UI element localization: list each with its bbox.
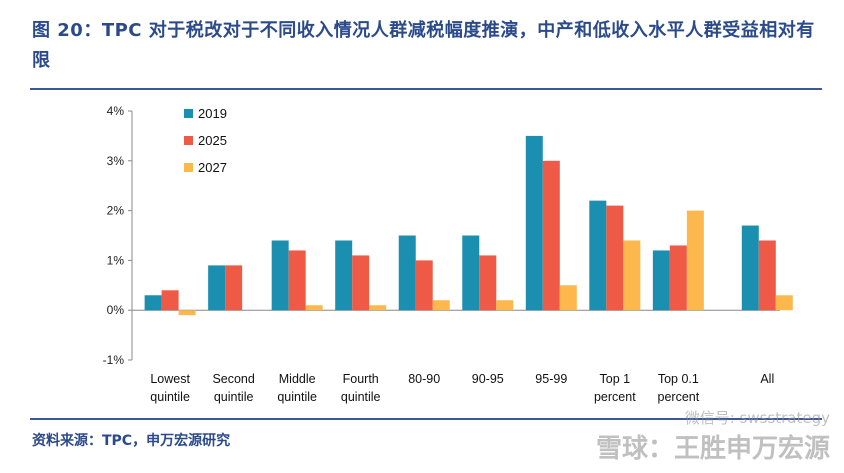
bar-2025 — [288, 250, 306, 311]
watermark: 微信号: swsstrategy 雪球：王胜申万宏源 — [596, 407, 830, 465]
bar-2019 — [525, 135, 543, 311]
bar-2027 — [775, 295, 793, 311]
figure-title-text: TPC 对于税改对于不同收入情况人群减税幅度推演，中产和低收入水平人群受益相对有… — [32, 20, 815, 71]
legend-swatch-2027 — [184, 163, 193, 172]
y-tick-label: 4% — [107, 104, 125, 118]
bar-2025 — [161, 290, 179, 311]
category-label: All — [760, 372, 774, 386]
bar-2027 — [432, 300, 450, 311]
category-label: Lowest — [150, 372, 190, 386]
bar-2019 — [741, 225, 759, 311]
bar-2027 — [559, 285, 577, 311]
bar-2025 — [479, 255, 497, 311]
bottom-rule — [30, 418, 822, 420]
category-label: quintile — [341, 390, 381, 404]
bar-2027 — [496, 300, 514, 311]
chart-bars — [144, 135, 793, 316]
bar-2025 — [415, 260, 433, 311]
bar-2019 — [462, 235, 480, 311]
y-tick-label: 1% — [107, 253, 125, 267]
category-label: 90-95 — [472, 372, 504, 386]
bar-2019 — [589, 200, 607, 311]
bar-2027 — [305, 305, 323, 311]
source-note: 资料来源：TPC，申万宏源研究 — [32, 433, 231, 449]
category-labels: Lowest quintile Second quintile Middle quinti… — [150, 372, 774, 404]
category-label: Top 0.1 — [658, 372, 699, 386]
legend-swatch-2019 — [184, 109, 193, 118]
bar-2027 — [686, 210, 704, 311]
bar-2019 — [335, 240, 353, 311]
chart-legend: 2019 2025 2027 — [184, 106, 227, 175]
watermark-wechat: 微信号: swsstrategy — [684, 409, 830, 427]
bar-2019 — [398, 235, 416, 311]
bar-2019 — [144, 295, 162, 311]
y-tick-label: -1% — [103, 353, 125, 367]
bar-2019 — [271, 240, 289, 311]
legend-swatch-2025 — [184, 136, 193, 145]
category-label: 95-99 — [535, 372, 567, 386]
category-label: percent — [658, 390, 700, 404]
bar-2019 — [208, 265, 226, 311]
category-label: quintile — [214, 390, 254, 404]
bar-2025 — [225, 265, 243, 311]
bar-2027 — [178, 310, 196, 316]
category-label: Fourth — [343, 372, 379, 386]
bar-2025 — [606, 205, 624, 311]
bar-2025 — [758, 240, 776, 311]
figure-number: 图 20： — [32, 20, 102, 41]
category-label: quintile — [277, 390, 317, 404]
bar-2027 — [369, 305, 387, 311]
legend-label-2027: 2027 — [198, 160, 227, 175]
bar-2019 — [652, 250, 670, 311]
category-label: quintile — [150, 390, 190, 404]
legend-label-2019: 2019 — [198, 106, 227, 121]
top-rule — [30, 88, 822, 90]
y-tick-label: 0% — [107, 303, 125, 317]
y-tick-label: 3% — [107, 154, 125, 168]
bar-2025 — [542, 160, 560, 311]
bar-2025 — [669, 245, 687, 311]
category-label: Top 1 — [600, 372, 631, 386]
category-label: percent — [594, 390, 636, 404]
bar-2027 — [623, 240, 641, 311]
category-label: Second — [212, 372, 254, 386]
category-label: 80-90 — [408, 372, 440, 386]
bar-2025 — [352, 255, 370, 311]
figure-title: 图 20：TPC 对于税改对于不同收入情况人群减税幅度推演，中产和低收入水平人群… — [32, 16, 822, 76]
legend-label-2025: 2025 — [198, 133, 227, 148]
watermark-xueqiu: 雪球：王胜申万宏源 — [595, 434, 830, 464]
category-label: Middle — [279, 372, 316, 386]
y-tick-label: 2% — [107, 204, 125, 218]
